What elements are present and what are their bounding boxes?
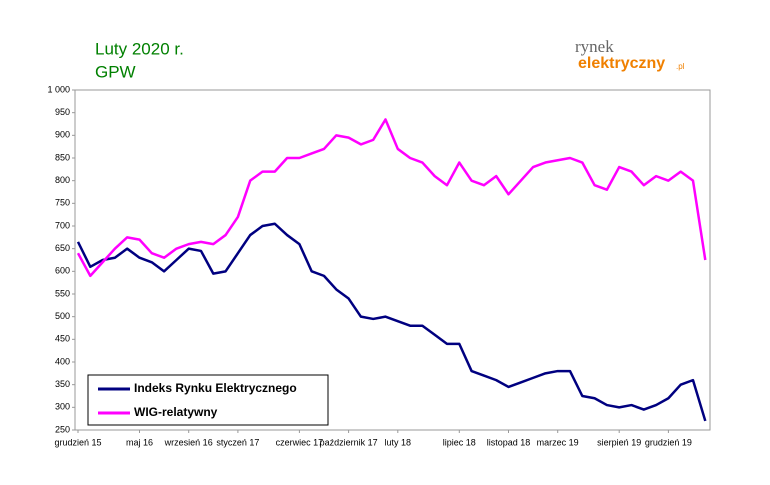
legend bbox=[87, 374, 329, 426]
legend-label: Indeks Rynku Elektrycznego bbox=[134, 381, 297, 395]
y-tick-label: 500 bbox=[55, 311, 70, 321]
x-tick-label: czerwiec 17 bbox=[276, 437, 324, 447]
series-line bbox=[76, 118, 707, 278]
y-tick-label: 850 bbox=[55, 152, 70, 162]
y-tick-label: 650 bbox=[55, 243, 70, 253]
y-tick-label: 300 bbox=[55, 402, 70, 412]
x-tick-label: październik 17 bbox=[320, 437, 378, 447]
y-tick-label: 700 bbox=[55, 220, 70, 230]
y-tick-label: 600 bbox=[55, 266, 70, 276]
y-tick-label: 400 bbox=[55, 356, 70, 366]
y-tick-label: 550 bbox=[55, 288, 70, 298]
x-tick-label: grudzień 15 bbox=[54, 437, 101, 447]
y-tick-label: 450 bbox=[55, 334, 70, 344]
x-tick-label: grudzień 19 bbox=[645, 437, 692, 447]
logo-top: rynek bbox=[575, 37, 614, 56]
x-tick-label: lipiec 18 bbox=[443, 437, 476, 447]
x-tick-label: wrzesień 16 bbox=[164, 437, 213, 447]
series-line bbox=[76, 222, 707, 422]
y-tick-label: 750 bbox=[55, 198, 70, 208]
x-tick-label: marzec 19 bbox=[537, 437, 579, 447]
logo-suffix: .pl bbox=[676, 62, 685, 71]
x-tick-label: sierpień 19 bbox=[597, 437, 641, 447]
y-tick-label: 350 bbox=[55, 379, 70, 389]
plot-area bbox=[74, 89, 711, 431]
x-tick-label: styczeń 17 bbox=[216, 437, 259, 447]
legend-label: WIG-relatywny bbox=[134, 405, 218, 419]
y-tick-label: 250 bbox=[55, 424, 70, 434]
x-tick-label: maj 16 bbox=[126, 437, 153, 447]
x-tick-label: luty 18 bbox=[385, 437, 412, 447]
x-tick-label: listopad 18 bbox=[487, 437, 531, 447]
y-tick-label: 1 000 bbox=[47, 84, 70, 94]
chart-title: Luty 2020 r. bbox=[95, 39, 184, 58]
logo-bottom: elektryczny bbox=[578, 55, 665, 72]
y-tick-label: 900 bbox=[55, 130, 70, 140]
y-tick-label: 950 bbox=[55, 107, 70, 117]
chart-subtitle: GPW bbox=[95, 62, 136, 81]
y-tick-label: 800 bbox=[55, 175, 70, 185]
